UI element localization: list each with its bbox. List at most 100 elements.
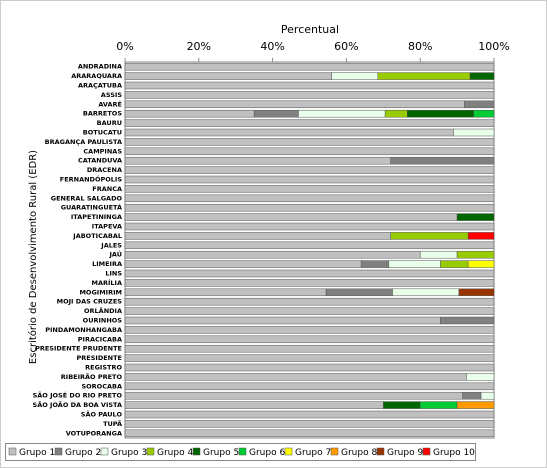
- bar-segment: [325, 288, 393, 297]
- bar-segment: [331, 72, 379, 80]
- y-tick-label: FERNANDÓPOLIS: [60, 175, 123, 184]
- y-tick-label: BOTUCATU: [83, 129, 122, 137]
- bar-segment: [124, 382, 495, 391]
- y-tick-label: CAMPINAS: [83, 147, 122, 155]
- legend-label: Grupo 7: [295, 448, 331, 458]
- bar-segment: [124, 147, 495, 156]
- bar-segment: [124, 81, 495, 90]
- legend-label: Grupo 2: [65, 448, 101, 458]
- bar-segment: [124, 391, 463, 400]
- y-tick-label: JABOTICABAL: [72, 232, 122, 240]
- legend-label: Grupo 6: [249, 448, 285, 458]
- bar-segment: [466, 373, 495, 381]
- legend-label: Grupo 4: [157, 448, 193, 458]
- y-tick-label: ORLÂNDIA: [84, 306, 122, 315]
- bar-segment: [388, 260, 441, 268]
- y-tick-label: DRACENA: [87, 166, 122, 174]
- bar-segment: [456, 213, 495, 221]
- bar-segment: [124, 344, 495, 353]
- bar-segment: [467, 232, 495, 240]
- y-tick-label: LINS: [105, 270, 122, 278]
- y-tick-label: BRAGANÇA PAULISTA: [45, 138, 122, 146]
- bar-segment: [124, 316, 441, 325]
- y-tick-label: PRESIDENTE PRUDENTE: [35, 345, 122, 353]
- bar-segment: [124, 194, 495, 203]
- bar-segment: [456, 401, 495, 409]
- bar-segment: [464, 100, 495, 109]
- y-tick-label: JAÚ: [108, 250, 122, 259]
- bar-segment: [124, 363, 495, 372]
- bar-segment: [392, 288, 460, 297]
- y-tick-label: PIRACICABA: [78, 335, 122, 343]
- bar-segment: [124, 269, 495, 278]
- legend-swatch: [238, 447, 247, 456]
- legend-swatch: [330, 447, 339, 456]
- bar-segment: [124, 326, 495, 334]
- y-tick-label: SÃO PAULO: [81, 410, 123, 419]
- bar-segment: [124, 100, 465, 109]
- y-tick-label: FRANCA: [92, 185, 122, 193]
- bar-segment: [453, 128, 495, 137]
- plot-area: [124, 61, 495, 439]
- bar-segment: [124, 156, 391, 165]
- legend-swatch: [100, 447, 109, 456]
- bar-segment: [456, 250, 495, 259]
- y-tick-label: JALES: [100, 241, 122, 249]
- legend-label: Grupo 5: [203, 448, 239, 458]
- y-tick-label: SÃO JOSÉ DO RIO PRETO: [33, 391, 123, 400]
- bar-segment: [124, 297, 495, 306]
- bar-segment: [473, 109, 495, 118]
- bar-segment: [124, 307, 495, 315]
- bar-segment: [377, 72, 471, 80]
- y-tick-label: AVARÉ: [98, 99, 122, 108]
- y-tick-label: BAURU: [97, 119, 122, 127]
- bar-segment: [440, 316, 495, 325]
- y-tick-label: CATANDUVA: [78, 157, 122, 165]
- bar-segment: [419, 250, 458, 259]
- bar-segment: [124, 91, 495, 99]
- legend-swatch: [284, 447, 293, 456]
- y-tick-label: MOJI DAS CRUZES: [57, 298, 123, 306]
- y-tick-label: GENERAL SALGADO: [51, 194, 123, 202]
- bar-segment: [124, 213, 458, 221]
- legend-label: Grupo 3: [111, 448, 147, 458]
- y-tick-label: TUPÃ: [103, 419, 122, 428]
- y-tick-label: LIMEIRA: [92, 260, 122, 268]
- x-tick-label: 0%: [116, 40, 133, 53]
- legend-label: Grupo 9: [387, 448, 423, 458]
- bar-segment: [462, 391, 482, 400]
- bar-segment: [469, 72, 495, 80]
- bar-segment: [124, 429, 495, 438]
- bar-segment: [480, 391, 495, 400]
- y-tick-label: ITAPETININGA: [71, 213, 122, 221]
- y-tick-label: RIBEIRÃO PRETO: [61, 372, 123, 381]
- legend-label: Grupo 8: [341, 448, 377, 458]
- legend-label: Grupo 1: [19, 448, 55, 458]
- bar-segment: [124, 62, 495, 71]
- bar-segment: [124, 260, 362, 268]
- bar-segment: [124, 232, 391, 240]
- bar-segment: [124, 401, 384, 409]
- x-tick-label: 40%: [260, 40, 284, 53]
- bar-segment: [124, 109, 255, 118]
- legend-swatch: [146, 447, 155, 456]
- bar-segment: [124, 288, 327, 297]
- y-tick-label: SÃO JOÃO DA BOA VISTA: [33, 400, 122, 409]
- x-tick-label: 60%: [334, 40, 358, 53]
- bar-segment: [124, 138, 495, 146]
- x-tick-label: 100%: [478, 40, 509, 53]
- y-tick-label: ITAPEVA: [92, 223, 122, 231]
- bar-segment: [467, 260, 495, 268]
- bar-segment: [124, 119, 495, 127]
- y-tick-label: GUARATINGUETÁ: [61, 203, 122, 212]
- bar-segment: [407, 109, 474, 118]
- y-tick-label: ARARAQUARA: [71, 72, 122, 80]
- bar-segment: [124, 175, 495, 184]
- bar-segment: [124, 373, 467, 381]
- bar-segment: [124, 128, 454, 137]
- x-tick-label: 80%: [408, 40, 432, 53]
- legend-swatch: [422, 447, 431, 456]
- legend-swatch: [54, 447, 63, 456]
- y-tick-label: ARAÇATUBA: [78, 82, 122, 90]
- bar-segment: [383, 401, 421, 409]
